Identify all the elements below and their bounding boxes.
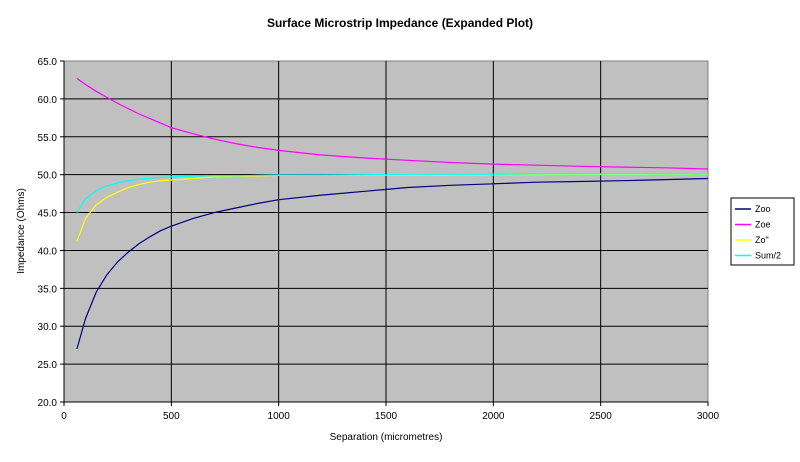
chart-title: Surface Microstrip Impedance (Expanded P… <box>267 16 533 30</box>
x-tick-label: 2000 <box>482 411 505 422</box>
y-axis-label: Impedance (Ohms) <box>16 188 27 274</box>
legend-label-1: Zoe <box>755 220 771 230</box>
y-tick-label: 55.0 <box>38 133 58 144</box>
y-tick-label: 25.0 <box>38 360 58 371</box>
y-tick-label: 40.0 <box>38 246 58 257</box>
x-tick-label: 1000 <box>268 411 291 422</box>
series-line-3 <box>76 173 708 213</box>
series-line-1 <box>76 77 709 170</box>
x-tick-label: 0 <box>61 411 67 422</box>
y-tick-label: 60.0 <box>38 95 58 106</box>
x-tick-label: 500 <box>163 411 180 422</box>
legend-label-0: Zoo <box>755 204 771 214</box>
y-tick-label: 45.0 <box>38 209 58 220</box>
x-tick-label: 2500 <box>590 411 613 422</box>
x-tick-label: 3000 <box>697 411 720 422</box>
x-axis-label: Separation (micrometres) <box>330 432 443 443</box>
series-line-0 <box>76 177 709 350</box>
axes: 20.0 25.0 30.0 35.0 40.0 45.0 50.0 55.0 60.0 65.0… <box>38 57 720 422</box>
y-tick-label: 20.0 <box>38 398 58 409</box>
series-lines <box>76 77 709 350</box>
y-tick-label: 30.0 <box>38 322 58 333</box>
y-tick-label: 35.0 <box>38 284 58 295</box>
y-tick-label: 50.0 <box>38 171 58 182</box>
x-tick-label: 1500 <box>375 411 398 422</box>
legend-label-2: Zo" <box>755 235 769 245</box>
legend: Zoo Zoe Zo" Sum/2 <box>730 197 795 266</box>
y-tick-label: 65.0 <box>38 57 58 68</box>
legend-label-3: Sum/2 <box>755 251 781 261</box>
